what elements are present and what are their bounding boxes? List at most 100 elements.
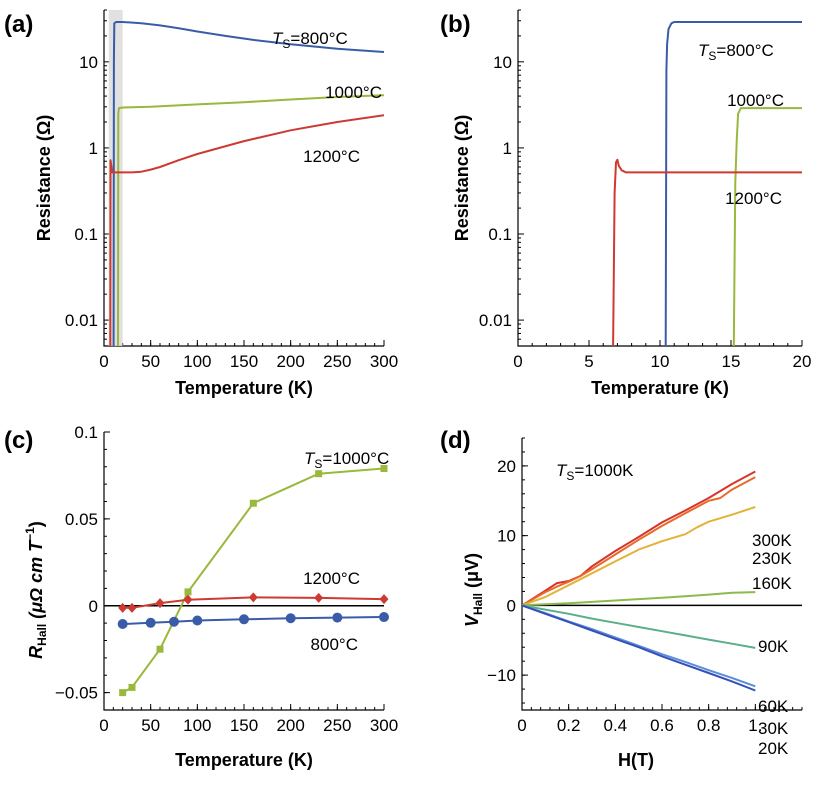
panel-a-xtick-label: 250: [323, 352, 351, 371]
panel-b-ytick-label: 10: [493, 53, 512, 72]
panel-a-ytick-label: 0.01: [65, 311, 98, 330]
panel-c-ytick-label: 0: [89, 597, 98, 616]
panel-a-shaded-region: [108, 10, 123, 346]
panel-d-label-60K: 60K: [758, 697, 789, 716]
panel-d-xtick-label: 1.: [748, 716, 762, 735]
panel-a-ytick-label: 10: [79, 53, 98, 72]
panel-c-ylabel: RHall (μΩ cm T−1): [23, 521, 49, 659]
panel-a-label-1000C: 1000°C: [325, 83, 382, 102]
panel-c-ytick-label: −0.05: [55, 684, 98, 703]
panel-b-ytick-label: 1: [503, 139, 512, 158]
panel-c-point-800C: [379, 612, 389, 623]
panel-a-xtick-label: 100: [183, 352, 211, 371]
panel-c-point-1200C: [183, 594, 193, 605]
panel-a: (a) 0 50 100 150 200 250 300 0.01 0.1 1 10 TS=800°…: [4, 9, 398, 398]
panel-d-ylabel: VHall (μV): [462, 553, 485, 627]
panel-b-label-1200C: 1200°C: [725, 189, 782, 208]
panel-c-point-800C: [332, 612, 343, 623]
panel-d-series-160K: [522, 506, 756, 607]
panel-b-label-800C: TS=800°C: [698, 41, 774, 63]
panel-c-xtick-label: 250: [323, 716, 351, 735]
panel-c-point-1200C: [314, 592, 324, 603]
panel-a-xtick-label: 150: [230, 352, 258, 371]
panel-b-series-1000C: [732, 107, 802, 346]
panel-a-ytick-label: 0.1: [74, 225, 98, 244]
panel-c-point-800C: [239, 614, 249, 625]
panel-c-point-1000C: [249, 499, 257, 507]
panel-c-xtick-label: 100: [183, 716, 211, 735]
panel-c-point-1000C: [119, 689, 127, 697]
panel-b-xtick-label: 15: [722, 352, 741, 371]
panel-d-series-230K: [522, 476, 756, 607]
panel-a-series-1200C: [109, 114, 384, 346]
panel-c-ytick-label: 0.05: [65, 510, 98, 529]
panel-c-label-1200C: 1200°C: [303, 569, 360, 588]
panel-c-xtick-label: 200: [276, 716, 304, 735]
panel-c-point-1000C: [380, 464, 388, 472]
panel-c-point-1000C: [128, 683, 136, 691]
panel-c-point-800C: [117, 618, 128, 629]
panel-c-point-1200C: [155, 598, 165, 609]
panel-d-label-300K: 300K: [752, 531, 792, 550]
panel-c-point-1200C: [127, 602, 137, 613]
panel-c-xtick-label: 300: [370, 716, 398, 735]
panel-c-label: (c): [4, 427, 33, 454]
panel-c-point-1200C: [379, 594, 389, 605]
panel-c-point-1200C: [118, 602, 128, 613]
panel-d-label: (d): [440, 427, 471, 454]
panel-c-point-1200C: [248, 592, 258, 603]
panel-a-series-1000C: [117, 94, 384, 346]
panel-d-xtick-label: 0.8: [697, 716, 721, 735]
panel-a-xtick-label: 200: [276, 352, 304, 371]
panel-b-series-1200C: [612, 158, 802, 346]
panel-d-ytick-label: 0: [507, 596, 516, 615]
panel-a-xtick-label: 300: [370, 352, 398, 371]
panel-b-axes: [517, 10, 802, 347]
panel-c-xtick-label: 50: [141, 716, 160, 735]
panel-b-series-800C: [664, 21, 802, 346]
panel-d-series-60K: [522, 604, 756, 649]
panel-a-label: (a): [4, 11, 33, 38]
panel-c-xtick-label: 150: [230, 716, 258, 735]
panel-d-series-300K: [522, 470, 756, 607]
panel-c-point-800C: [169, 616, 179, 627]
panel-d-label-20K: 20K: [758, 739, 789, 758]
panel-c-point-1000C: [315, 470, 323, 478]
panel-d-label-90K: 90K: [758, 637, 789, 656]
panel-d-xtick-label: 0.6: [650, 716, 674, 735]
panel-b-xtick-label: 0: [513, 352, 522, 371]
panel-b-ytick-label: 0.1: [488, 225, 512, 244]
panel-b-ylabel: Resistance (Ω): [452, 115, 472, 241]
panel-a-xtick-label: 0: [99, 352, 108, 371]
panel-c-ytick-label: 0.1: [74, 423, 98, 442]
panel-b-ytick-label: 0.01: [479, 311, 512, 330]
panel-d-series-90K: [522, 591, 756, 607]
panel-d-label-160K: 160K: [752, 574, 792, 593]
panel-a-xtick-label: 50: [141, 352, 160, 371]
panel-d-label-230K: 230K: [752, 549, 792, 568]
panel-d-xtick-label: 0.2: [557, 716, 581, 735]
panel-a-label-1200C: 1200°C: [303, 147, 360, 166]
panel-a-ylabel: Resistance (Ω): [34, 115, 54, 241]
panel-b: (b) 0 5 10 15 20 0.01 0.1 1 10 TS=800°C 1000°C 120…: [440, 9, 811, 398]
panel-c-series-800C: [122, 616, 384, 625]
panel-b-xtick-label: 10: [651, 352, 670, 371]
panel-c-xlabel: Temperature (K): [175, 750, 313, 770]
panel-c-label-800C: 800°C: [311, 635, 358, 654]
panel-d-xtick-label: 0.4: [604, 716, 628, 735]
panel-b-label: (b): [440, 11, 471, 38]
panel-a-axes: [103, 10, 384, 347]
panel-a-label-800C: TS=800°C: [272, 29, 348, 51]
panel-d-ytick-label: 20: [497, 457, 516, 476]
panel-b-xtick-label: 5: [584, 352, 593, 371]
panel-c-point-800C: [285, 613, 296, 624]
panel-d-ytick-label: 10: [497, 527, 516, 546]
panel-d-annotation: TS=1000K: [556, 461, 634, 483]
panel-a-series-800C: [112, 21, 384, 346]
panel-c-point-1000C: [184, 588, 192, 596]
panel-c-xtick-label: 0: [99, 716, 108, 735]
panel-d-label-30K: 30K: [758, 719, 789, 738]
